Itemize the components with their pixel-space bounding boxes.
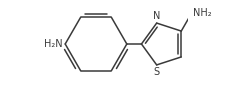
Text: S: S <box>154 67 160 77</box>
Text: H₂N: H₂N <box>44 39 63 49</box>
Text: NH₂: NH₂ <box>193 8 212 18</box>
Text: N: N <box>153 11 160 21</box>
